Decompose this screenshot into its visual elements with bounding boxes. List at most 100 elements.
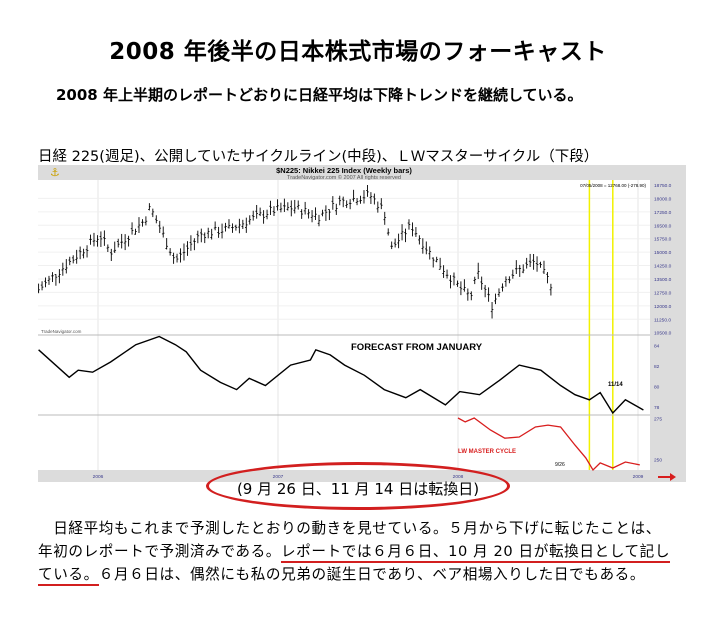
price-bar xyxy=(504,276,508,287)
price-bar xyxy=(355,197,359,206)
price-bar xyxy=(376,201,380,213)
price-bar xyxy=(137,217,141,234)
price-bar xyxy=(386,228,390,236)
y-tick-label: 14250.0 xyxy=(654,264,672,270)
price-bar xyxy=(483,284,487,298)
y-tick-label: 10500.0 xyxy=(654,331,672,337)
y-tick-label: 18000.0 xyxy=(654,196,672,202)
price-bar xyxy=(179,248,182,263)
price-bar xyxy=(463,279,466,292)
price-bar xyxy=(442,265,445,278)
x-tick-label: 2009 xyxy=(633,474,644,480)
price-bar xyxy=(172,252,175,264)
price-bar xyxy=(393,238,397,248)
price-bar xyxy=(411,222,414,237)
y-tick-label: 15000.0 xyxy=(654,250,672,256)
price-bar xyxy=(189,235,193,251)
para-line: ている。６月６日は、偶然にも私の兄弟の誕生日であり、ベア相場入りした日でもある。 xyxy=(38,563,688,586)
price-bar xyxy=(78,246,82,260)
y-tick-label: 16500.0 xyxy=(654,223,672,229)
price-bar xyxy=(542,260,546,274)
price-bar xyxy=(248,215,252,225)
price-bar xyxy=(359,195,362,204)
price-bar xyxy=(255,204,258,219)
price-bar xyxy=(82,248,85,259)
price-bar xyxy=(75,249,78,264)
price-bar xyxy=(310,210,314,223)
price-bar xyxy=(390,241,393,250)
price-bar xyxy=(431,257,435,268)
price-bar xyxy=(154,215,158,224)
y-tick-label: 18750.0 xyxy=(654,183,672,189)
price-bar xyxy=(182,243,186,261)
price-bar xyxy=(148,203,151,211)
price-bar xyxy=(521,264,525,274)
price-bar xyxy=(286,202,290,211)
arrow-right-icon xyxy=(658,473,676,481)
price-bar xyxy=(303,201,307,215)
price-bar xyxy=(144,216,148,226)
price-bar xyxy=(532,253,535,270)
price-bar xyxy=(206,227,210,239)
price-bar xyxy=(224,222,227,232)
price-bar xyxy=(168,248,172,256)
price-bar xyxy=(338,195,342,206)
price-bar xyxy=(120,233,123,249)
price-bar xyxy=(501,283,504,292)
price-bar xyxy=(514,260,518,275)
price-bar xyxy=(494,293,497,305)
x-tick-label: 2006 xyxy=(93,474,104,480)
price-bar xyxy=(203,232,207,244)
price-bar xyxy=(258,207,262,217)
price-bar xyxy=(362,190,366,204)
price-bar xyxy=(321,209,324,217)
price-bar xyxy=(424,241,428,255)
price-bar xyxy=(238,218,241,234)
turning-dates-note: (9 月 26 日、11 月 14 日は転換日) xyxy=(236,480,480,498)
price-bar xyxy=(51,272,54,283)
price-bar xyxy=(341,196,345,208)
price-bar xyxy=(525,257,528,269)
price-bar xyxy=(58,269,61,284)
price-bar xyxy=(449,275,452,289)
price-bar xyxy=(469,291,473,301)
price-bar xyxy=(38,283,40,294)
price-bar xyxy=(345,200,348,209)
price-bar xyxy=(47,275,51,285)
para-line: 日経平均もこれまで予測したとおりの動きを見せている。５月から下げに転じたことは、 xyxy=(38,520,661,537)
y-tick-label: 82 xyxy=(654,364,660,370)
price-bar xyxy=(40,281,44,291)
y-tick-label: 78 xyxy=(654,405,660,411)
price-bar xyxy=(130,222,134,235)
y-tick-label: 17250.0 xyxy=(654,210,672,216)
price-bar xyxy=(234,224,238,231)
price-bar xyxy=(466,288,470,301)
body-paragraph: 日経平均もこれまで予測したとおりの動きを見せている。５月から下げに転じたことは、… xyxy=(38,517,688,586)
price-bar xyxy=(438,257,442,270)
price-bar xyxy=(497,288,501,297)
price-bar xyxy=(414,227,418,237)
price-bar xyxy=(314,207,317,220)
price-bar xyxy=(151,208,155,218)
price-bar xyxy=(272,206,276,216)
price-bar xyxy=(459,281,463,296)
price-bar xyxy=(400,224,404,241)
price-bar xyxy=(96,235,99,247)
price-bar xyxy=(251,210,255,221)
price-bar xyxy=(141,219,144,227)
price-bar xyxy=(546,272,549,284)
forecast-label: FORECAST FROM JANUARY xyxy=(351,342,483,353)
price-bar xyxy=(109,248,113,262)
price-bar xyxy=(123,234,127,251)
price-bar xyxy=(352,189,355,202)
y-tick-label: 15750.0 xyxy=(654,237,672,243)
y-tick-label: 80 xyxy=(654,385,660,391)
price-bar xyxy=(383,211,387,225)
price-bar xyxy=(61,262,65,276)
price-bar xyxy=(227,219,231,229)
price-bar xyxy=(161,226,165,238)
price-bar xyxy=(293,199,297,214)
price-bar xyxy=(407,219,411,230)
price-bar xyxy=(379,198,383,210)
price-bar xyxy=(127,235,130,247)
